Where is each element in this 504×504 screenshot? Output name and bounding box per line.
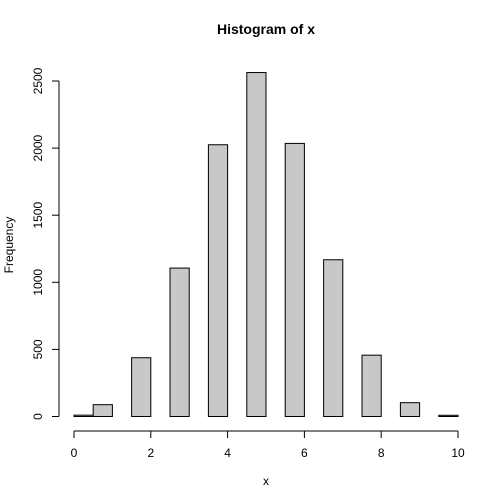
y-axis: 0 500 1000 1500 2000 2500: [31, 67, 60, 420]
x-tick-label: 4: [224, 446, 231, 460]
x-tick-label: 10: [451, 446, 465, 460]
histogram-bar-7: [207, 144, 229, 417]
y-tick-label: 0: [31, 413, 45, 420]
y-tick-label: 2500: [31, 67, 45, 94]
histogram-bar-17: [399, 402, 421, 417]
x-tick-label: 2: [147, 446, 154, 460]
x-tick-label: 8: [378, 446, 385, 460]
histogram-bar-9: [246, 72, 267, 417]
y-tick-label: 500: [31, 339, 45, 359]
x-axis: 0 2 4 6 8 10: [71, 430, 465, 460]
histogram-bar-1: [92, 404, 113, 417]
bars-group: [73, 72, 459, 418]
y-tick-label: 1000: [31, 269, 45, 296]
histogram-bar-13: [323, 259, 344, 417]
y-tick-label: 1500: [31, 202, 45, 229]
histogram-bar-3: [131, 357, 152, 417]
chart-title: Histogram of x: [217, 21, 315, 37]
histogram-bar-11: [284, 142, 305, 417]
x-tick-label: 6: [301, 446, 308, 460]
y-axis-label: Frequency: [2, 217, 16, 274]
y-tick-label: 2000: [31, 134, 45, 161]
histogram-bar-0: [73, 414, 94, 417]
histogram-bar-15: [361, 354, 382, 417]
histogram-bar-19: [438, 414, 459, 418]
x-axis-label: x: [263, 474, 269, 488]
histogram-bar-5: [169, 267, 190, 417]
x-tick-label: 0: [71, 446, 78, 460]
